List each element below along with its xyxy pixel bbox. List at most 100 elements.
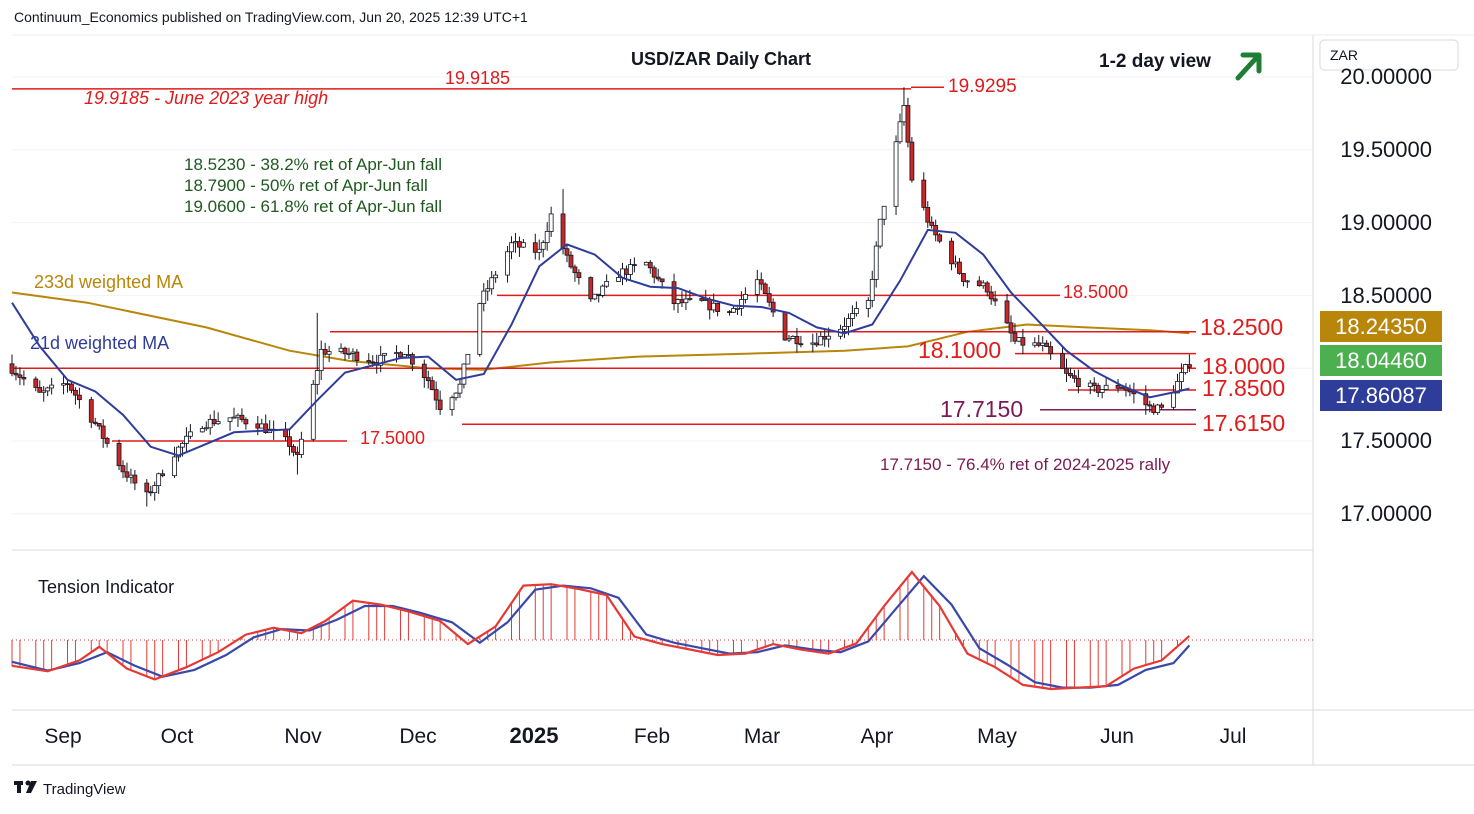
candle-body <box>596 293 602 296</box>
candle <box>310 380 316 442</box>
price-tag-ma21: 17.86087 <box>1320 380 1442 411</box>
candle-body <box>909 141 915 181</box>
candle-body <box>505 251 510 276</box>
y-tick-label: 17.50000 <box>1340 428 1432 453</box>
candle-body <box>826 335 832 340</box>
candle <box>1123 383 1129 397</box>
candle-body <box>231 416 237 419</box>
candle-body <box>124 471 130 478</box>
x-tick-label: Nov <box>284 725 322 748</box>
candle-body <box>172 456 177 477</box>
candle <box>207 414 213 435</box>
candle-body <box>814 342 820 346</box>
candle-body <box>1147 404 1153 407</box>
candle-body <box>342 347 348 355</box>
level-label-17-6150: 17.6150 <box>1202 410 1285 436</box>
year-high-note: 19.9185 - June 2023 year high <box>84 88 328 108</box>
candle <box>786 334 792 343</box>
candle-body <box>964 280 970 283</box>
candle-body <box>1091 382 1097 386</box>
candle-body <box>291 446 296 453</box>
candle <box>810 333 816 353</box>
candle <box>735 307 740 315</box>
candle-body <box>1115 384 1121 389</box>
level-label-19-9185: 19.9185 <box>445 68 510 88</box>
candle-body <box>366 360 372 363</box>
candle-body <box>239 414 245 420</box>
candle <box>739 291 744 316</box>
candle <box>568 251 574 269</box>
candle <box>992 290 998 306</box>
frames <box>12 34 1474 766</box>
candle-body <box>735 307 740 310</box>
candle-body <box>842 326 847 330</box>
candle-body <box>481 290 487 304</box>
candle <box>1115 379 1121 393</box>
candle-body <box>873 245 879 280</box>
candle <box>318 340 324 380</box>
candle <box>1087 379 1093 395</box>
candle-body <box>715 302 721 312</box>
tension-slow-line <box>11 574 1191 689</box>
candle-body <box>921 179 927 208</box>
candle <box>148 485 154 497</box>
candle-body <box>73 389 78 396</box>
candle-body <box>754 279 760 295</box>
candle <box>1127 384 1133 397</box>
candle-body <box>786 338 792 341</box>
tension-indicator-label: Tension Indicator <box>38 577 174 597</box>
candle <box>465 353 471 365</box>
candle-body <box>21 377 27 380</box>
candle-body <box>628 264 633 275</box>
candle-body <box>176 446 181 458</box>
candle <box>457 378 463 399</box>
candle <box>790 335 796 340</box>
candle <box>1159 402 1165 411</box>
candle <box>631 257 637 273</box>
currency-tag: ZAR <box>1319 39 1459 71</box>
retracement-382-note: 18.5230 - 38.2% ret of Apr-Jun fall <box>184 155 442 174</box>
candle-body <box>187 431 193 437</box>
candle <box>616 271 621 282</box>
candle-body <box>338 347 344 352</box>
price-tag-ma233: 18.24350 <box>1320 311 1442 342</box>
candle-body <box>1087 382 1093 387</box>
candle <box>544 222 550 251</box>
candle-body <box>517 241 522 248</box>
candle <box>199 425 205 433</box>
candle <box>592 293 598 301</box>
candle-body <box>679 299 685 304</box>
candle <box>211 410 217 427</box>
candle <box>980 280 986 289</box>
candle <box>782 311 788 341</box>
candle-body <box>148 491 154 494</box>
candle-body <box>536 248 542 253</box>
candle-body <box>572 266 578 274</box>
candle <box>92 417 98 426</box>
candle <box>493 270 499 283</box>
candle <box>520 239 526 248</box>
retracement-764-note: 17.7150 - 76.4% ret of 2024-2025 rally <box>880 455 1171 474</box>
candle <box>235 413 241 428</box>
candle <box>489 271 495 295</box>
candle-body <box>1036 342 1042 346</box>
candle <box>350 348 356 362</box>
candle-body <box>671 281 677 305</box>
candle-body <box>643 261 649 266</box>
candle-body <box>1131 391 1137 395</box>
candle-body <box>449 397 455 410</box>
candle <box>128 468 134 484</box>
candle <box>1103 376 1109 391</box>
candle-body <box>283 429 288 438</box>
candle <box>96 422 102 430</box>
candle-body <box>616 277 621 282</box>
candle-body <box>850 313 855 319</box>
retracement-500-note: 18.7900 - 50% ret of Apr-Jun fall <box>184 176 428 195</box>
candle-body <box>1171 392 1176 408</box>
candle <box>893 135 899 215</box>
candle-body <box>322 348 328 355</box>
candle-body <box>1040 342 1046 346</box>
candle-body <box>1060 353 1065 370</box>
candle <box>215 412 221 425</box>
